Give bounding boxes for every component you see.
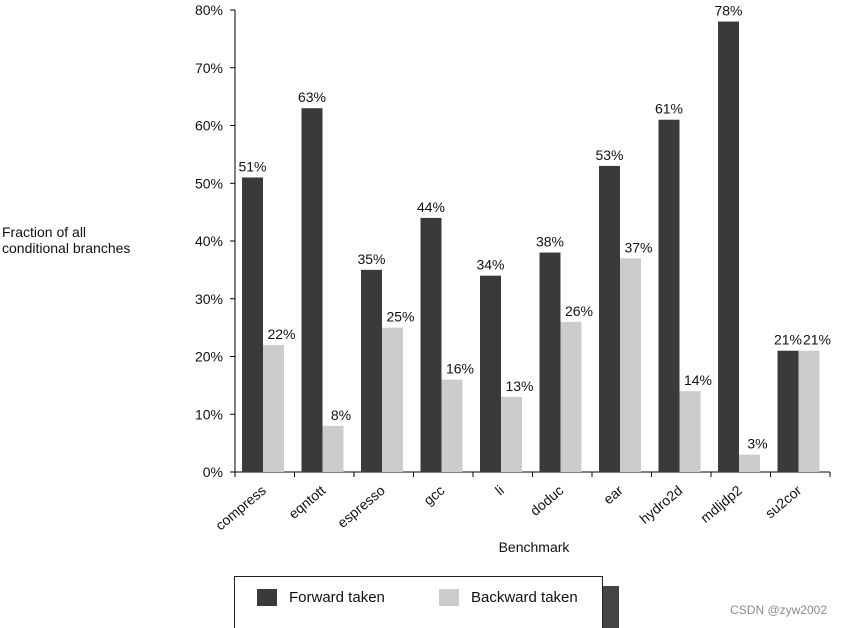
x-tick-label: mdljdp2 (697, 482, 745, 526)
x-axis-label: Benchmark (499, 539, 571, 555)
data-label-backward: 14% (684, 372, 712, 388)
y-tick-label: 40% (195, 233, 223, 249)
legend-shadow (603, 586, 619, 628)
bar-backward-mdljdp2 (739, 454, 760, 472)
legend: Forward taken Backward taken (234, 576, 603, 628)
data-label-forward: 78% (714, 3, 742, 19)
bar-forward-su2cor (777, 350, 799, 472)
bar-backward-doduc (560, 321, 582, 472)
data-label-backward: 3% (747, 436, 767, 452)
data-label-backward: 37% (624, 239, 652, 255)
x-tick-label: compress (212, 482, 269, 533)
bar-backward-hydro2d (679, 391, 701, 472)
bar-forward-eqntott (301, 108, 323, 473)
bar-forward-ear (599, 165, 620, 473)
x-tick-label: eqntott (285, 482, 328, 522)
data-label-backward: 26% (565, 303, 593, 319)
bar-backward-ear (620, 258, 641, 472)
data-label-backward: 25% (386, 309, 414, 325)
x-tick-label: li (492, 482, 507, 498)
data-label-forward: 34% (476, 257, 504, 273)
y-tick-label: 70% (195, 60, 223, 76)
y-tick-label: 10% (195, 406, 223, 422)
data-label-forward: 38% (536, 234, 564, 250)
x-tick-label: ear (600, 482, 626, 507)
data-label-forward: 35% (357, 251, 385, 267)
legend-swatch-backward (439, 588, 459, 606)
x-tick-label: hydro2d (636, 482, 685, 527)
x-tick-label: su2cor (762, 482, 805, 521)
y-axis-label-line2: conditional branches (2, 240, 131, 256)
y-tick-label: 30% (195, 291, 223, 307)
bar-backward-su2cor (798, 350, 820, 472)
bar-backward-espresso (382, 327, 403, 472)
bar-forward-li (480, 275, 501, 472)
y-tick-label: 20% (195, 349, 223, 365)
data-label-forward: 63% (298, 89, 326, 105)
data-label-forward: 61% (655, 101, 683, 117)
x-tick-label: doduc (527, 482, 567, 519)
y-tick-label: 60% (195, 118, 223, 134)
legend-item-backward: Backward taken (439, 587, 578, 607)
bar-forward-doduc (539, 252, 561, 472)
data-label-backward: 22% (267, 326, 295, 342)
data-label-forward: 21% (774, 332, 802, 348)
legend-label-forward: Forward taken (289, 588, 385, 606)
y-axis-label-line1: Fraction of all (2, 224, 87, 240)
data-label-backward: 16% (446, 361, 474, 377)
bar-backward-gcc (441, 379, 463, 472)
bar-backward-li (501, 396, 522, 472)
data-label-forward: 53% (595, 147, 623, 163)
bar-forward-gcc (420, 217, 442, 472)
data-label-forward: 51% (238, 158, 266, 174)
data-label-backward: 8% (331, 407, 351, 423)
bar-forward-hydro2d (658, 119, 680, 472)
y-tick-label: 0% (203, 464, 223, 480)
y-tick-label: 50% (195, 175, 223, 191)
legend-item-forward: Forward taken (257, 587, 385, 607)
y-tick-label: 80% (195, 2, 223, 18)
bar-backward-compress (263, 344, 284, 472)
y-axis-label: Fraction of all conditional branches (2, 224, 130, 256)
legend-label-backward: Backward taken (471, 588, 578, 606)
watermark: CSDN @zyw2002 (730, 603, 827, 617)
data-label-backward: 13% (505, 378, 533, 394)
bar-forward-espresso (361, 269, 382, 472)
x-tick-label: gcc (420, 482, 447, 508)
data-label-backward: 21% (803, 332, 831, 348)
bar-forward-compress (242, 177, 263, 472)
bar-backward-eqntott (322, 425, 344, 472)
bar-forward-mdljdp2 (718, 21, 739, 473)
data-label-forward: 44% (417, 199, 445, 215)
legend-swatch-forward (257, 588, 277, 606)
x-tick-label: espresso (334, 482, 388, 531)
